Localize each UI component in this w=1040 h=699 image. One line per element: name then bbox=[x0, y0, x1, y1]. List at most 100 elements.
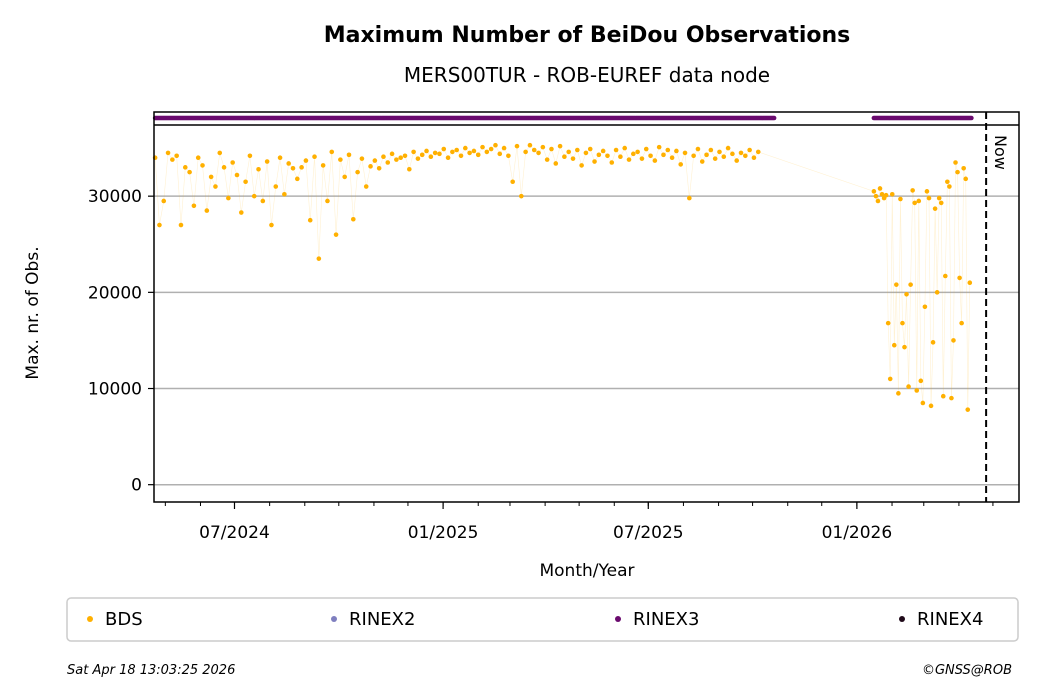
bds-point bbox=[376, 165, 382, 171]
bds-point bbox=[182, 165, 188, 170]
bds-point bbox=[938, 200, 944, 206]
bds-point bbox=[359, 156, 365, 161]
bds-point bbox=[678, 162, 684, 167]
bds-point bbox=[953, 160, 958, 165]
bds-point bbox=[338, 157, 343, 162]
bds-point bbox=[488, 146, 494, 152]
bds-point bbox=[419, 152, 425, 158]
bds-point bbox=[906, 384, 911, 389]
bds-point bbox=[875, 198, 881, 204]
legend-label-rinex4: RINEX4 bbox=[917, 609, 983, 630]
bds-point bbox=[290, 165, 296, 171]
bds-point bbox=[751, 155, 757, 160]
bds-point bbox=[920, 400, 926, 406]
bds-point bbox=[898, 196, 903, 202]
bds-point bbox=[282, 191, 287, 197]
bds-point bbox=[945, 179, 950, 185]
bds-point bbox=[755, 149, 761, 155]
bds-point bbox=[402, 153, 408, 159]
bds-point bbox=[355, 169, 360, 175]
bds-point bbox=[562, 154, 567, 160]
bds-point bbox=[238, 210, 244, 215]
bds-point bbox=[208, 174, 214, 180]
bds-point bbox=[195, 155, 201, 160]
bds-point bbox=[381, 154, 386, 160]
bds-point bbox=[940, 393, 946, 399]
bds-point bbox=[596, 152, 602, 158]
y-tick-label: 30000 bbox=[88, 187, 142, 207]
bds-point bbox=[467, 150, 472, 156]
bds-point bbox=[277, 155, 283, 160]
legend-marker-bds bbox=[87, 616, 93, 622]
bds-point bbox=[458, 153, 464, 159]
bds-point bbox=[432, 150, 438, 156]
bds-point bbox=[372, 158, 378, 163]
bds-point bbox=[687, 195, 692, 201]
bds-point bbox=[544, 157, 550, 162]
bds-point bbox=[961, 165, 966, 171]
y-tick-label: 20000 bbox=[88, 283, 142, 303]
bds-point bbox=[510, 179, 515, 185]
legend-label-rinex2: RINEX2 bbox=[349, 609, 415, 630]
bds-point bbox=[922, 304, 928, 310]
bds-point bbox=[299, 165, 304, 170]
bds-point bbox=[955, 169, 960, 175]
bds-point bbox=[896, 391, 901, 396]
bds-point bbox=[924, 189, 930, 194]
bds-point bbox=[691, 153, 696, 159]
bds-point bbox=[536, 150, 541, 156]
bds-point bbox=[959, 320, 964, 326]
bds-point bbox=[934, 290, 940, 295]
bds-point bbox=[652, 158, 658, 163]
y-axis-label: Max. nr. of Obs. bbox=[23, 246, 43, 379]
bds-point bbox=[506, 153, 511, 159]
bds-point bbox=[519, 193, 524, 199]
bds-point bbox=[730, 151, 735, 157]
bds-point bbox=[385, 160, 391, 165]
bds-point bbox=[695, 146, 701, 152]
bds-point bbox=[936, 195, 942, 201]
bds-point bbox=[463, 145, 468, 151]
plot-frame bbox=[153, 111, 1020, 503]
bds-point bbox=[965, 407, 971, 412]
bds-point bbox=[877, 186, 883, 191]
legend-label-bds: BDS bbox=[105, 609, 143, 630]
bds-point bbox=[204, 208, 210, 213]
chart-title: Maximum Number of BeiDou Observations bbox=[324, 23, 851, 48]
rinex3-point bbox=[771, 115, 777, 121]
bds-point bbox=[398, 155, 403, 160]
bds-point bbox=[887, 376, 893, 382]
bds-point bbox=[368, 164, 373, 169]
bds-point bbox=[441, 146, 447, 152]
bds-point bbox=[635, 149, 640, 155]
bds-point bbox=[600, 148, 606, 154]
bds-point bbox=[583, 150, 589, 156]
bds-point bbox=[656, 144, 662, 150]
bds-point bbox=[191, 203, 197, 209]
bds-point bbox=[665, 147, 671, 153]
bds-point bbox=[363, 184, 369, 189]
bds-point bbox=[243, 179, 248, 185]
bds-point bbox=[549, 146, 554, 152]
bds-point bbox=[912, 200, 918, 206]
bds-point bbox=[234, 172, 240, 178]
bds-point bbox=[639, 156, 645, 161]
bds-point bbox=[947, 184, 952, 189]
bds-point bbox=[437, 151, 442, 157]
bds-point bbox=[333, 232, 339, 237]
bds-point bbox=[914, 388, 920, 393]
y-tick-label: 0 bbox=[131, 476, 142, 496]
bds-point bbox=[643, 146, 649, 152]
bds-point bbox=[523, 149, 528, 155]
bds-point bbox=[286, 161, 291, 166]
bds-point bbox=[531, 147, 537, 153]
bds-point bbox=[411, 149, 416, 155]
bds-point bbox=[566, 149, 572, 155]
bds-point bbox=[626, 157, 632, 162]
bds-point bbox=[734, 158, 740, 163]
bds-point bbox=[307, 217, 313, 223]
bds-point bbox=[910, 188, 915, 193]
bds-point bbox=[674, 148, 679, 154]
bds-point bbox=[622, 145, 628, 151]
